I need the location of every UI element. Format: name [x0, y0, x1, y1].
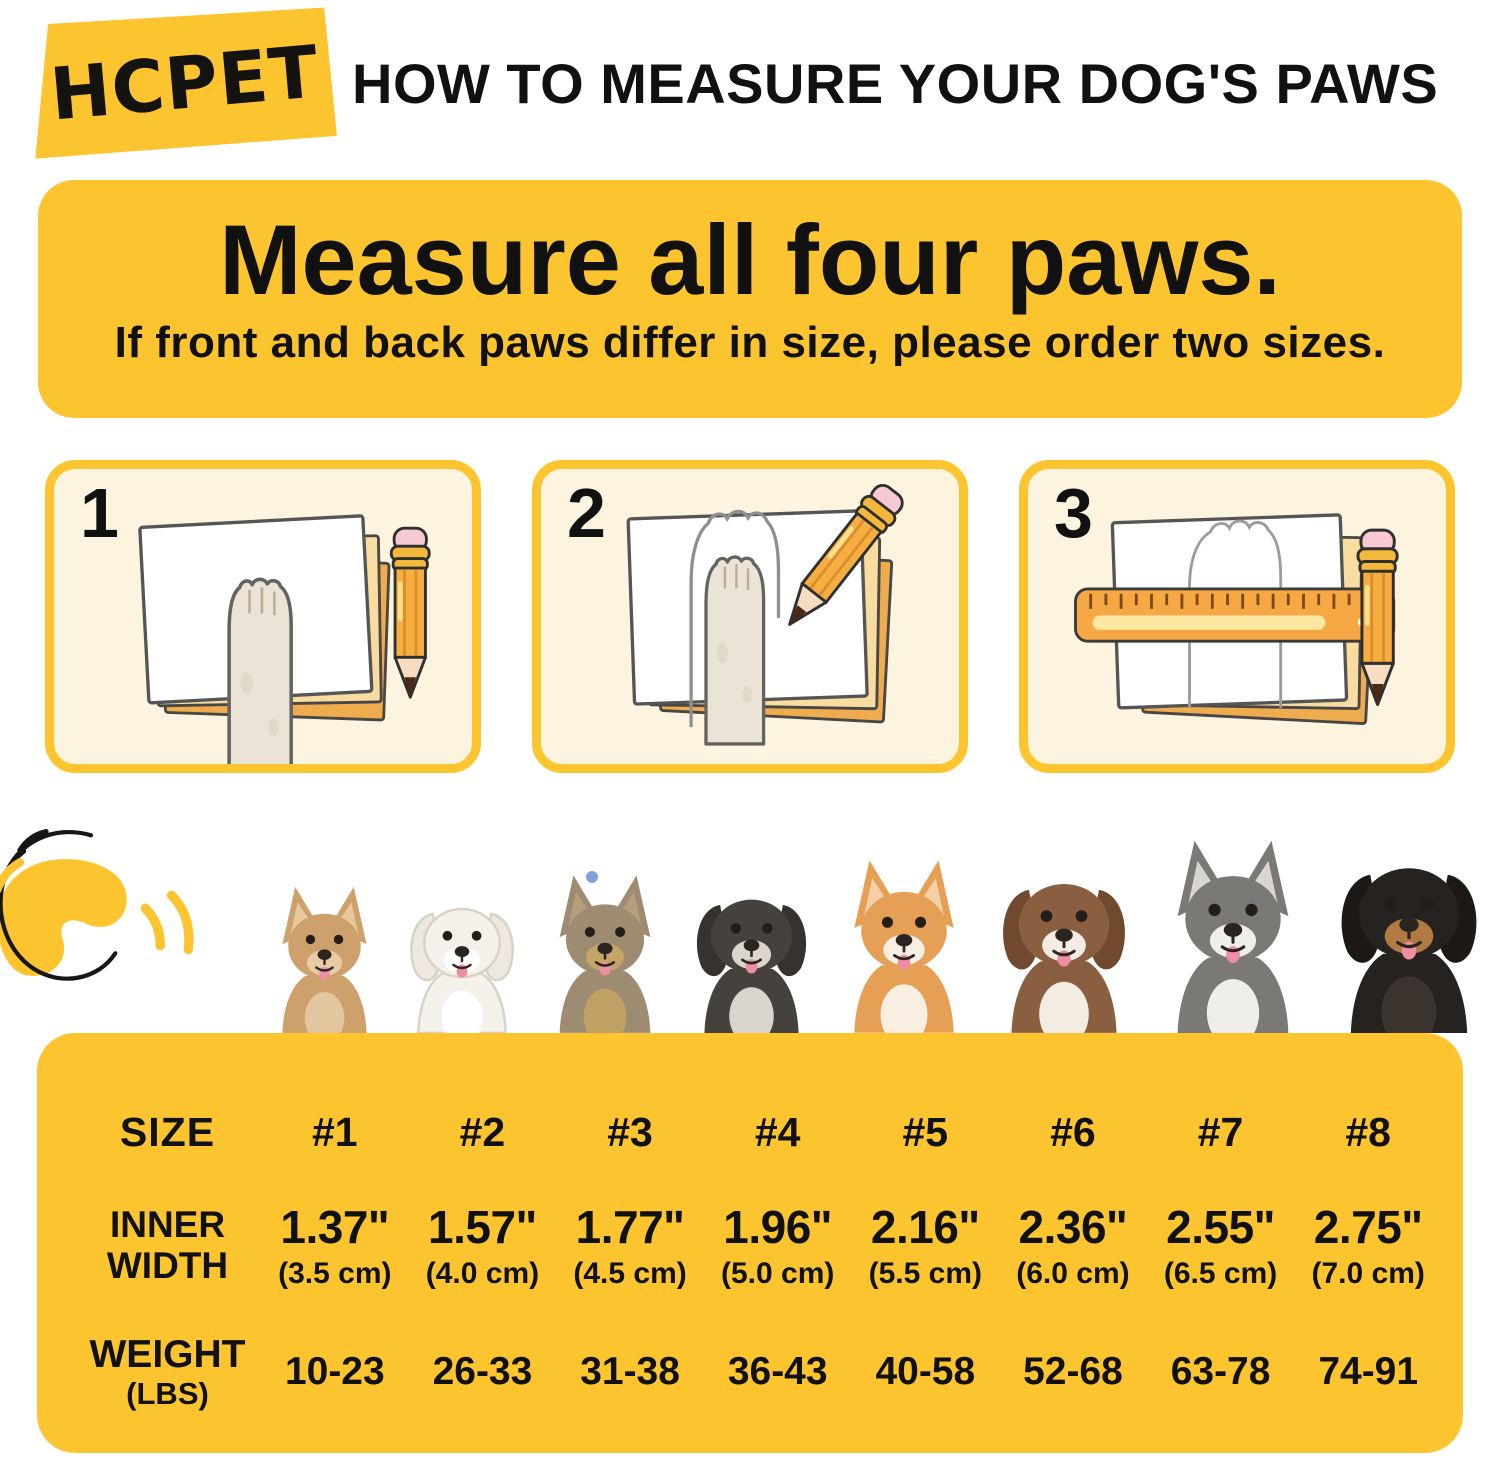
step-number: 1	[80, 474, 119, 552]
inner-width-value: 1.77" (4.5 cm)	[573, 1201, 687, 1290]
hcpet-logo: HCPET	[33, 7, 338, 158]
chihuahua-dog-icon	[266, 881, 383, 1033]
inner-width-value: 1.37" (3.5 cm)	[278, 1201, 392, 1290]
weight-value: 63-78	[1170, 1350, 1271, 1394]
size-chart-panel: SIZE #1 #2 #3 #4 #5 #6 #7 #8 INNER WIDTH…	[37, 1033, 1463, 1453]
weight-value: 26-33	[432, 1350, 533, 1394]
measure-banner: Measure all four paws. If front and back…	[38, 180, 1462, 418]
paw-on-paper-illustration	[138, 514, 431, 764]
weight-value: 52-68	[1023, 1350, 1123, 1394]
australian-shepherd-dog-icon	[991, 843, 1137, 1033]
inner-width-value: 2.16" (5.5 cm)	[868, 1201, 982, 1290]
size-value: #5	[902, 1109, 949, 1155]
step-number: 2	[567, 474, 606, 552]
inner-width-value: 1.57" (4.0 cm)	[425, 1201, 540, 1290]
miniature-schnauzer-dog-icon	[686, 863, 817, 1033]
weight-value: 36-43	[727, 1350, 828, 1394]
size-row-label: SIZE	[119, 1109, 216, 1155]
hcpet-logo-text: HCPET	[47, 29, 323, 137]
step-card-1: 1	[45, 460, 481, 773]
ruler-icon	[1074, 587, 1396, 643]
yellow-swoosh-decoration-icon	[0, 829, 194, 981]
size-value: #8	[1345, 1109, 1391, 1155]
size-value: #4	[754, 1109, 801, 1155]
inner-width-row-label: INNER WIDTH	[106, 1203, 229, 1286]
dog-row	[208, 823, 1500, 1033]
banner-subline: If front and back paws differ in size, p…	[114, 317, 1386, 367]
dog-breed-band	[0, 821, 1500, 1033]
inner-width-row: INNER WIDTH 1.37" (3.5 cm) 1.57" (4.0 cm) …	[75, 1200, 1441, 1291]
weight-value: 74-91	[1318, 1350, 1419, 1394]
weight-value: 10-23	[284, 1350, 385, 1394]
size-value: #2	[459, 1109, 506, 1155]
size-row: SIZE #1 #2 #3 #4 #5 #6 #7 #8	[75, 1109, 1441, 1156]
inner-width-value: 1.96" (5.0 cm)	[720, 1201, 835, 1290]
inner-width-value: 2.36" (6.0 cm)	[1016, 1201, 1130, 1290]
yorkshire-terrier-dog-icon	[542, 871, 668, 1033]
page-title: HOW TO MEASURE YOUR DOG'S PAWS	[352, 51, 1439, 115]
rottweiler-dog-icon	[1328, 823, 1490, 1033]
step-card-3: 3	[1019, 460, 1455, 773]
bichon-frise-dog-icon	[401, 875, 523, 1033]
inner-width-value: 2.75" (7.0 cm)	[1311, 1201, 1425, 1290]
size-value: #6	[1050, 1109, 1096, 1155]
weight-row-label: WEIGHT (LBS)	[89, 1333, 246, 1411]
steps-row: 1 2 3	[45, 460, 1455, 773]
shiba-inu-dog-icon	[835, 853, 973, 1033]
weight-value: 31-38	[580, 1350, 680, 1394]
size-value: #3	[607, 1109, 653, 1155]
step-card-2: 2	[532, 460, 968, 773]
trace-paw-outline-with-pencil-illustration	[626, 477, 911, 764]
banner-headline: Measure all four paws.	[219, 204, 1281, 315]
weight-row: WEIGHT (LBS) 10-23 26-33 31-38 36-43 40-…	[75, 1333, 1441, 1411]
header: HCPET HOW TO MEASURE YOUR DOG'S PAWS	[0, 0, 1500, 158]
measure-outline-with-ruler-illustration	[1074, 513, 1399, 726]
size-value: #1	[312, 1109, 358, 1155]
alaskan-malamute-dog-icon	[1156, 833, 1310, 1033]
inner-width-value: 2.55" (6.5 cm)	[1163, 1201, 1278, 1290]
size-value: #7	[1197, 1109, 1244, 1155]
weight-value: 40-58	[875, 1350, 976, 1394]
step-number: 3	[1054, 474, 1093, 552]
